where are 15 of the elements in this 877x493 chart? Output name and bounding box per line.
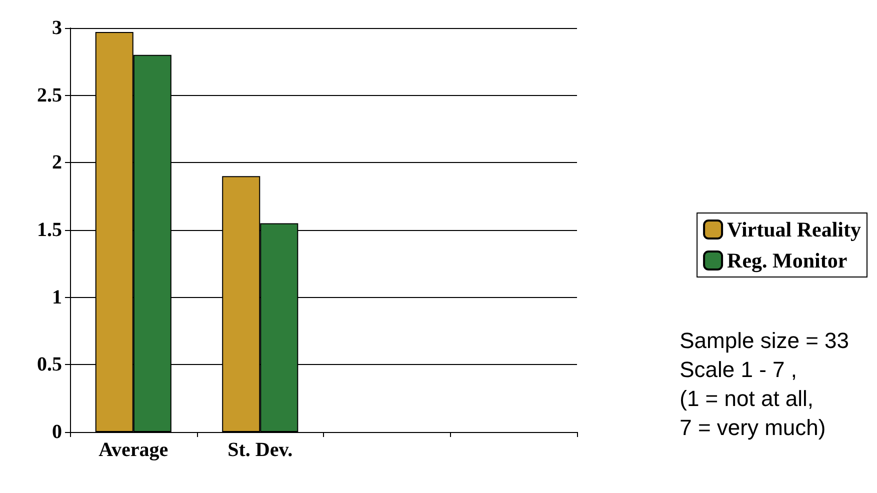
text: Scale 1 - 7 , (680, 357, 798, 382)
y-tick-label: 0 (52, 421, 62, 443)
y-tick-label: 0.5 (37, 354, 62, 376)
legend-label: Reg. Monitor (727, 248, 848, 272)
y-tick-label: 2 (52, 152, 62, 174)
text: 7 = very much) (680, 415, 826, 440)
text: Sample size = 33 (680, 328, 850, 353)
text: (1 = not at all, (680, 386, 814, 411)
x-tick-label: Average (98, 439, 168, 461)
y-tick-label: 1 (52, 286, 62, 308)
legend-label: Virtual Reality (727, 218, 862, 242)
y-tick-label: 2.5 (37, 84, 62, 106)
x-tick-label: St. Dev. (228, 439, 293, 461)
y-tick-label: 1.5 (37, 219, 62, 241)
y-tick-label: 3 (52, 17, 62, 39)
